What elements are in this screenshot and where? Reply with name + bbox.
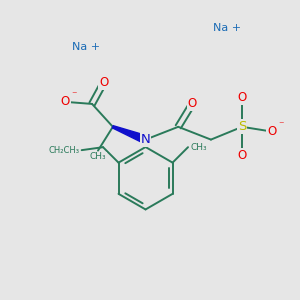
Text: S: S [238, 120, 246, 133]
Text: CH₂CH₃: CH₂CH₃ [48, 146, 79, 154]
Text: ⁻: ⁻ [71, 90, 77, 100]
Text: Na +: Na + [213, 23, 241, 33]
Text: O: O [267, 125, 277, 138]
Text: CH₃: CH₃ [191, 143, 208, 152]
Text: Na +: Na + [72, 43, 100, 52]
Text: O: O [99, 76, 109, 89]
Text: O: O [238, 149, 247, 162]
Text: N: N [141, 133, 150, 146]
Text: ⁻: ⁻ [278, 120, 284, 130]
Text: O: O [238, 92, 247, 104]
Text: CH₃: CH₃ [90, 152, 106, 161]
Text: O: O [61, 95, 70, 108]
Polygon shape [112, 126, 147, 143]
Text: O: O [188, 98, 197, 110]
